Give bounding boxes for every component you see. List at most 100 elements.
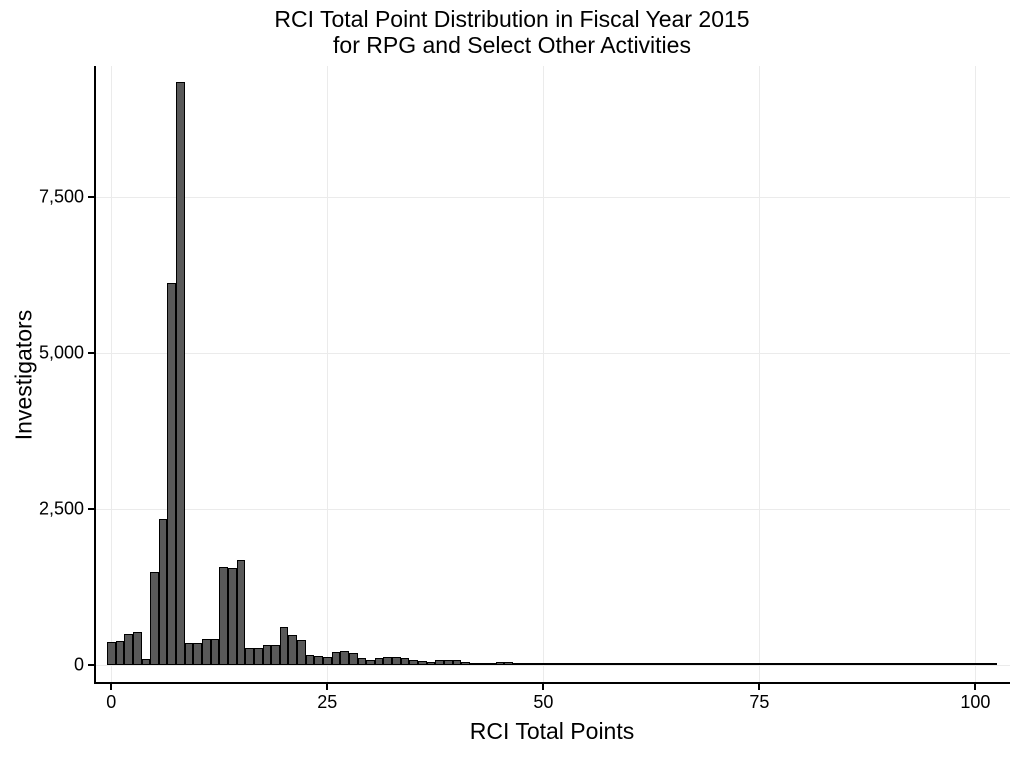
histogram-bar (850, 663, 859, 665)
histogram-bar (401, 658, 410, 665)
histogram-bar (798, 663, 807, 665)
histogram-bar (444, 660, 453, 666)
x-tick (110, 684, 112, 690)
histogram-bar (893, 663, 902, 665)
histogram-bar (461, 662, 470, 665)
histogram-bar (703, 663, 712, 665)
histogram-bar (962, 663, 971, 665)
gridline-v (111, 66, 112, 684)
histogram-bar (366, 660, 375, 666)
histogram-bar (133, 632, 142, 666)
y-tick-label: 0 (24, 655, 84, 676)
histogram-bar (176, 82, 185, 666)
histogram-bar (807, 663, 816, 665)
histogram-bar (142, 659, 151, 665)
histogram-bar (504, 662, 513, 665)
histogram-bar (530, 663, 539, 665)
chart-container: RCI Total Point Distribution in Fiscal Y… (0, 0, 1024, 768)
histogram-bar (738, 663, 747, 665)
histogram-bar (643, 663, 652, 665)
histogram-bar (617, 663, 626, 665)
histogram-bar (911, 663, 920, 665)
histogram-bar (876, 663, 885, 665)
histogram-bar (945, 663, 954, 665)
histogram-bar (237, 560, 246, 665)
histogram-bar (565, 663, 574, 665)
histogram-bar (548, 663, 557, 665)
histogram-bar (418, 661, 427, 665)
histogram-bar (349, 653, 358, 665)
histogram-bar (902, 663, 911, 665)
histogram-bar (695, 663, 704, 665)
x-tick-label: 75 (749, 692, 769, 713)
histogram-bar (539, 663, 548, 665)
histogram-bar (729, 663, 738, 665)
histogram-bar (980, 663, 989, 665)
histogram-bar (271, 645, 280, 666)
histogram-bar (409, 660, 418, 665)
histogram-bar (669, 663, 678, 665)
x-tick-label: 50 (533, 692, 553, 713)
histogram-bar (755, 663, 764, 665)
histogram-bar (746, 663, 755, 665)
histogram-bar (833, 663, 842, 665)
x-tick-label: 100 (960, 692, 990, 713)
histogram-bar (435, 660, 444, 665)
histogram-bar (116, 641, 125, 665)
chart-title-line-1: RCI Total Point Distribution in Fiscal Y… (0, 6, 1024, 32)
histogram-bar (375, 658, 384, 665)
histogram-bar (263, 645, 272, 665)
histogram-bar (427, 662, 436, 666)
histogram-bar (150, 572, 159, 666)
histogram-bar (772, 663, 781, 665)
histogram-bar (600, 663, 609, 665)
histogram-bar (487, 663, 496, 665)
histogram-bar (340, 651, 349, 665)
histogram-bar (574, 663, 583, 665)
histogram-bar (721, 663, 730, 665)
histogram-bar (816, 663, 825, 665)
y-tick-label: 2,500 (24, 499, 84, 520)
histogram-bar (513, 663, 522, 665)
gridline-v (543, 66, 544, 684)
histogram-bar (245, 648, 254, 665)
histogram-bar (211, 639, 220, 665)
histogram-bar (841, 663, 850, 665)
histogram-bar (660, 663, 669, 665)
x-tick-label: 0 (106, 692, 116, 713)
y-tick (88, 196, 94, 198)
histogram-bar (937, 663, 946, 665)
plot-area (94, 66, 1010, 684)
gridline-h (94, 353, 1010, 354)
histogram-bar (185, 643, 194, 665)
histogram-bar (712, 663, 721, 665)
gridline-h (94, 197, 1010, 198)
histogram-bar (522, 663, 531, 665)
histogram-bar (167, 283, 176, 665)
histogram-bar (625, 663, 634, 665)
histogram-bar (323, 657, 332, 666)
histogram-bar (193, 643, 202, 665)
histogram-bar (764, 663, 773, 665)
histogram-bar (297, 640, 306, 665)
plot-frame (94, 66, 1010, 684)
gridline-v (759, 66, 760, 684)
y-tick (88, 352, 94, 354)
histogram-bar (314, 656, 323, 665)
y-tick (88, 664, 94, 666)
histogram-bar (885, 663, 894, 665)
histogram-bar (919, 663, 928, 665)
histogram-bar (392, 657, 401, 666)
histogram-bar (556, 663, 565, 665)
histogram-bar (582, 663, 591, 665)
histogram-bar (479, 663, 488, 665)
histogram-bar (928, 663, 937, 665)
histogram-bar (107, 642, 116, 666)
histogram-bar (358, 658, 367, 665)
x-tick (758, 684, 760, 690)
histogram-bar (608, 663, 617, 665)
chart-title: RCI Total Point Distribution in Fiscal Y… (0, 6, 1024, 59)
histogram-bar (651, 663, 660, 665)
histogram-bar (781, 663, 790, 665)
gridline-v (975, 66, 976, 684)
